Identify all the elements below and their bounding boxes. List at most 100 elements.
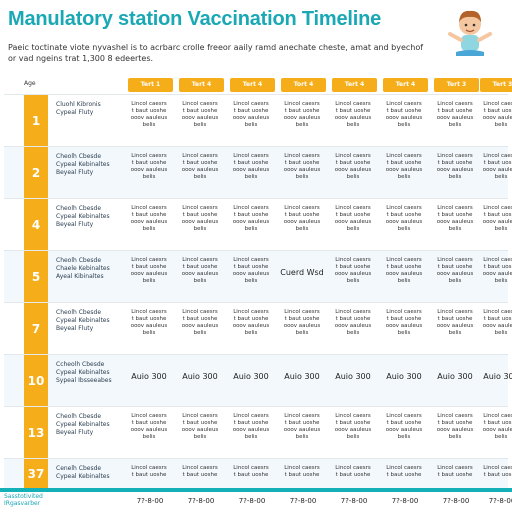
schedule-cell: Lincol caesrs t baut uoshe ooov aauleus …: [283, 413, 321, 440]
schedule-cell: Lincol caesrs t baut uoshe: [483, 465, 512, 478]
schedule-cell: Lincol caesrs t baut uoshe ooov aauleus …: [130, 101, 168, 128]
age-badge: 13: [24, 407, 48, 459]
vaccine-name: Cenelh Cbesde Cypeal Kebinaltes: [56, 465, 110, 480]
footer-value: 7?-8-00: [340, 497, 368, 505]
schedule-cell: Lincol caesrs t baut uoshe ooov aauleus …: [482, 257, 512, 284]
schedule-cell: Lincol caesrs t baut uoshe ooov aauleus …: [385, 101, 423, 128]
age-badge: 10: [24, 355, 48, 407]
page-subtitle: Paeic toctinate viote nyvashel is to acr…: [8, 43, 424, 63]
table-row: 37 Cenelh Cbesde Cypeal Kebinaltes Lincol …: [4, 458, 512, 489]
vaccine-name: Cheolh Cbesde Chaele Kebinaltes Ayeal Ki…: [56, 257, 110, 280]
schedule-cell: Lincol caesrs t baut uoshe ooov aauleus …: [385, 413, 423, 440]
schedule-cell: Lincol caesrs t baut uoshe: [182, 465, 218, 478]
footer-value: 7?-8-00: [488, 497, 512, 505]
footer-value: 7?-8-00: [442, 497, 470, 505]
schedule-cell: Lincol caesrs t baut uoshe ooov aauleus …: [283, 153, 321, 180]
schedule-cell: Auio 300: [483, 372, 512, 381]
schedule-cell: Lincol caesrs t baut uoshe ooov aauleus …: [334, 413, 372, 440]
schedule-cell: Lincol caesrs t baut uoshe ooov aauleus …: [334, 153, 372, 180]
vaccine-name: Cluohl Kibronis Cypeal Fluty: [56, 101, 101, 116]
table-row: 5 Cheolh Cbesde Chaele Kebinaltes Ayeal K…: [4, 250, 512, 303]
age-badge: 5: [24, 251, 48, 303]
schedule-cell: Lincol caesrs t baut uoshe: [233, 465, 269, 478]
column-header: Tert 4: [230, 78, 275, 92]
schedule-cell: Lincol caesrs t baut uoshe ooov aauleus …: [334, 205, 372, 232]
age-badge: 7: [24, 303, 48, 355]
column-header: Tert 4: [383, 78, 428, 92]
schedule-cell: Auio 300: [335, 372, 371, 381]
vaccine-name: Ccheolh Cbesde Cypeal Kebinaltes Sypeal …: [56, 361, 112, 384]
footer-label: Sasstotivited IRgasvarber: [4, 493, 43, 507]
schedule-cell: Lincol caesrs t baut uoshe ooov aauleus …: [232, 309, 270, 336]
schedule-cell: Auio 300: [233, 372, 269, 381]
vaccine-name: Cheolh Cbesde Cypeal Kebinaltes Beyeal F…: [56, 205, 110, 228]
column-header: Tert 3: [434, 78, 479, 92]
schedule-cell: Lincol caesrs t baut uoshe ooov aauleus …: [181, 309, 219, 336]
schedule-cell: Lincol caesrs t baut uoshe ooov aauleus …: [482, 309, 512, 336]
age-badge: 4: [24, 199, 48, 251]
footer-value: 7?-8-00: [136, 497, 164, 505]
schedule-cell: Lincol caesrs t baut uoshe ooov aauleus …: [232, 205, 270, 232]
age-column-header: Age: [24, 80, 36, 87]
schedule-cell: Lincol caesrs t baut uoshe ooov aauleus …: [130, 257, 168, 284]
schedule-cell: Lincol caesrs t baut uoshe ooov aauleus …: [334, 309, 372, 336]
footer-bar: Sasstotivited IRgasvarber 7?-8-00 7?-8-00…: [0, 488, 512, 512]
age-badge: 1: [24, 95, 48, 147]
schedule-cell: Lincol caesrs t baut uoshe ooov aauleus …: [385, 153, 423, 180]
child-avatar-icon: [448, 10, 492, 56]
footer-value: 7?-8-00: [187, 497, 215, 505]
vaccine-name: Cheolh Cbesde Cypeal Kebinaltes Beyeal F…: [56, 413, 110, 436]
page-title: Manulatory station Vaccination Timeline: [8, 8, 382, 30]
schedule-cell: Lincol caesrs t baut uoshe ooov aauleus …: [181, 205, 219, 232]
schedule-cell: Lincol caesrs t baut uoshe ooov aauleus …: [232, 153, 270, 180]
schedule-cell: Lincol caesrs t baut uoshe ooov aauleus …: [130, 413, 168, 440]
footer-value: 7?-8-00: [391, 497, 419, 505]
schedule-cell: Lincol caesrs t baut uoshe ooov aauleus …: [482, 413, 512, 440]
schedule-cell: Lincol caesrs t baut uoshe: [437, 465, 473, 478]
schedule-cell: Lincol caesrs t baut uoshe ooov aauleus …: [334, 101, 372, 128]
schedule-cell: Auio 300: [284, 372, 320, 381]
schedule-cell: Lincol caesrs t baut uoshe ooov aauleus …: [436, 257, 474, 284]
schedule-cell: Lincol caesrs t baut uoshe ooov aauleus …: [181, 257, 219, 284]
schedule-cell: Lincol caesrs t baut uoshe ooov aauleus …: [232, 413, 270, 440]
footer-value: 7?-8-00: [289, 497, 317, 505]
schedule-cell: Lincol caesrs t baut uoshe ooov aauleus …: [130, 309, 168, 336]
table-row: 4 Cheolh Cbesde Cypeal Kebinaltes Beyeal …: [4, 198, 512, 251]
schedule-cell: Lincol caesrs t baut uoshe: [284, 465, 320, 478]
schedule-cell: Lincol caesrs t baut uoshe ooov aauleus …: [181, 413, 219, 440]
column-header: Tort 4: [281, 78, 326, 92]
schedule-cell: Lincol caesrs t baut uoshe ooov aauleus …: [334, 257, 372, 284]
table-row: 2 Cheolh Cbesde Cypeal Kebinaltes Beyeal …: [4, 146, 512, 199]
schedule-cell: Lincol caesrs t baut uoshe ooov aauleus …: [436, 205, 474, 232]
schedule-cell: Lincol caesrs t baut uoshe ooov aauleus …: [181, 101, 219, 128]
schedule-cell: Lincol caesrs t baut uoshe ooov aauleus …: [283, 205, 321, 232]
vaccine-name: Cheolh Cbesde Cypeal Kebinaltes Beyeal F…: [56, 309, 110, 332]
vaccine-name: Cheolh Cbesde Cypeal Kebinaltes Beyeal F…: [56, 153, 110, 176]
schedule-cell: Lincol caesrs t baut uoshe ooov aauleus …: [385, 257, 423, 284]
age-badge: 2: [24, 147, 48, 199]
schedule-cell: Lincol caesrs t baut uoshe ooov aauleus …: [130, 153, 168, 180]
schedule-cell: Lincol caesrs t baut uoshe ooov aauleus …: [283, 101, 321, 128]
column-header: Tert 3: [480, 78, 512, 92]
schedule-cell: Lincol caesrs t baut uoshe ooov aauleus …: [385, 205, 423, 232]
schedule-cell: Lincol caesrs t baut uoshe ooov aauleus …: [232, 101, 270, 128]
footer-row: Sasstotivited IRgasvarber 7?-8-00 7?-8-00…: [0, 492, 512, 512]
schedule-cell: Lincol caesrs t baut uoshe ooov aauleus …: [385, 309, 423, 336]
table-row: 13 Cheolh Cbesde Cypeal Kebinaltes Beyeal…: [4, 406, 512, 459]
schedule-cell: Lincol caesrs t baut uoshe ooov aauleus …: [436, 309, 474, 336]
schedule-cell: Lincol caesrs t baut uoshe ooov aauleus …: [232, 257, 270, 284]
schedule-cell: Lincol caesrs t baut uoshe: [386, 465, 422, 478]
table-row: 1 Cluohl Kibronis Cypeal Fluty Lincol caes…: [4, 94, 512, 147]
schedule-cell: Lincol caesrs t baut uoshe ooov aauleus …: [436, 101, 474, 128]
schedule-cell: Auio 300: [386, 372, 422, 381]
schedule-cell: Lincol caesrs t baut uoshe ooov aauleus …: [436, 413, 474, 440]
schedule-cell: Cuerd Wsd: [280, 268, 324, 277]
schedule-cell: Auio 300: [437, 372, 473, 381]
schedule-cell: Lincol caesrs t baut uoshe ooov aauleus …: [436, 153, 474, 180]
schedule-cell: Lincol caesrs t baut uoshe ooov aauleus …: [482, 153, 512, 180]
column-header: Tert 4: [179, 78, 224, 92]
schedule-cell: Auio 300: [131, 372, 167, 381]
schedule-cell: Lincol caesrs t baut uoshe ooov aauleus …: [482, 205, 512, 232]
schedule-cell: Lincol caesrs t baut uoshe ooov aauleus …: [130, 205, 168, 232]
schedule-cell: Lincol caesrs t baut uoshe: [335, 465, 371, 478]
